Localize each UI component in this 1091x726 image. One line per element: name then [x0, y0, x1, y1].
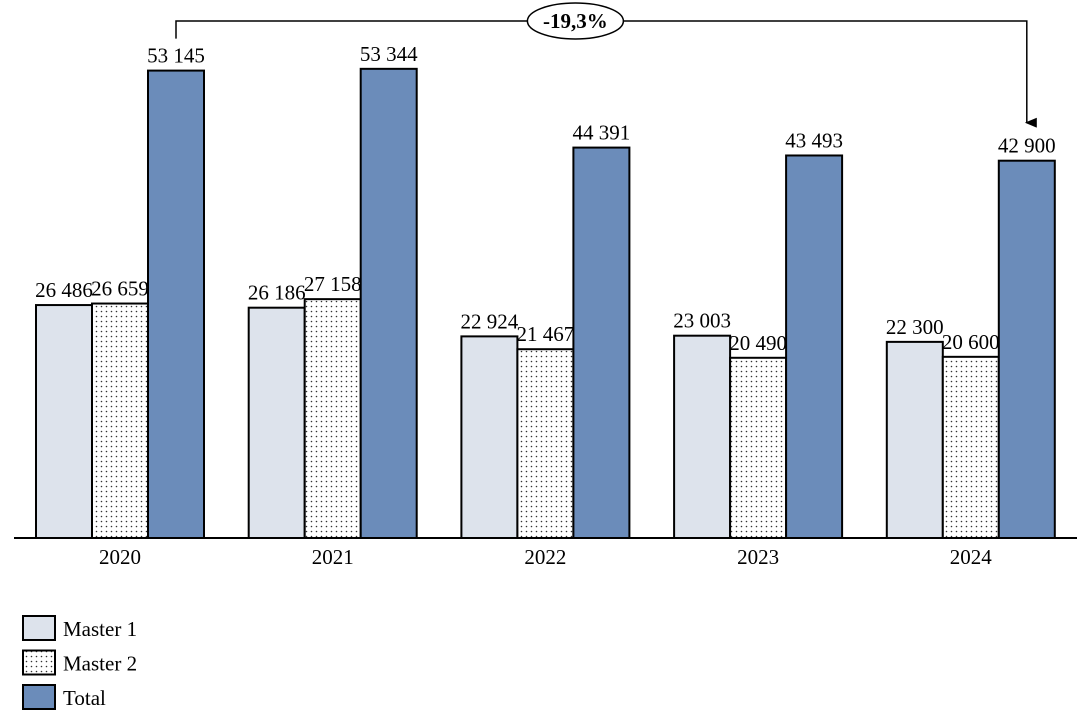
legend-swatch-total: [22, 684, 56, 710]
bar-master-1-2023: [673, 334, 732, 540]
value-label-master-1-2024: 22 300: [886, 315, 944, 339]
value-label-master-1-2022: 22 924: [461, 309, 519, 333]
value-label-master-2-2023: 20 490: [729, 331, 787, 355]
value-label-master-1-2021: 26 186: [248, 281, 306, 305]
bar-master-2-2024: [941, 355, 1000, 539]
bar-total-2023: [785, 154, 844, 539]
bar-master-2-2023: [729, 356, 788, 539]
value-label-master-1-2020: 26 486: [35, 278, 93, 302]
legend-label-total: Total: [63, 686, 106, 710]
change-annotation: -19,3%: [175, 2, 1037, 128]
legend-swatch-master-1: [22, 615, 56, 641]
value-label-master-2-2022: 21 467: [517, 322, 575, 346]
bars-layer: [35, 67, 1056, 540]
value-label-total-2021: 53 344: [360, 42, 418, 66]
x-tick-2021: 2021: [312, 545, 354, 569]
value-label-master-2-2021: 27 158: [304, 272, 362, 296]
value-label-master-2-2020: 26 659: [91, 277, 149, 301]
bar-master-2-2022: [516, 348, 575, 539]
bar-total-2021: [359, 67, 418, 540]
legend-swatch-master-2: [22, 649, 56, 676]
bar-total-2024: [997, 159, 1056, 540]
value-label-master-2-2024: 20 600: [942, 330, 1000, 354]
value-label-master-1-2023: 23 003: [673, 309, 731, 333]
annotation-label: -19,3%: [543, 9, 608, 33]
bar-master-1-2020: [35, 304, 93, 539]
legend-label-master-2: Master 2: [63, 652, 137, 676]
annotation-bubble: [526, 2, 625, 40]
x-tick-2020: 2020: [99, 545, 141, 569]
legend-label-master-1: Master 1: [63, 617, 137, 641]
bar-master-1-2021: [247, 306, 306, 539]
bar-total-2022: [572, 146, 631, 540]
bar-master-1-2022: [460, 335, 519, 539]
bar-master-2-2021: [303, 298, 362, 539]
bar-total-2020: [147, 69, 205, 539]
bar-master-2-2020: [91, 302, 149, 539]
value-label-total-2024: 42 900: [998, 134, 1056, 158]
value-label-total-2022: 44 391: [573, 121, 631, 145]
x-tick-labels: 2020 2021 2022 2023 2024: [99, 545, 992, 569]
legend: Master 1 Master 2 Total: [22, 615, 137, 710]
value-label-total-2020: 53 145: [147, 44, 205, 68]
x-tick-2023: 2023: [737, 545, 779, 569]
value-label-total-2023: 43 493: [785, 128, 843, 152]
x-tick-2022: 2022: [524, 545, 566, 569]
bar-master-1-2024: [885, 340, 944, 539]
x-tick-2024: 2024: [950, 545, 993, 569]
